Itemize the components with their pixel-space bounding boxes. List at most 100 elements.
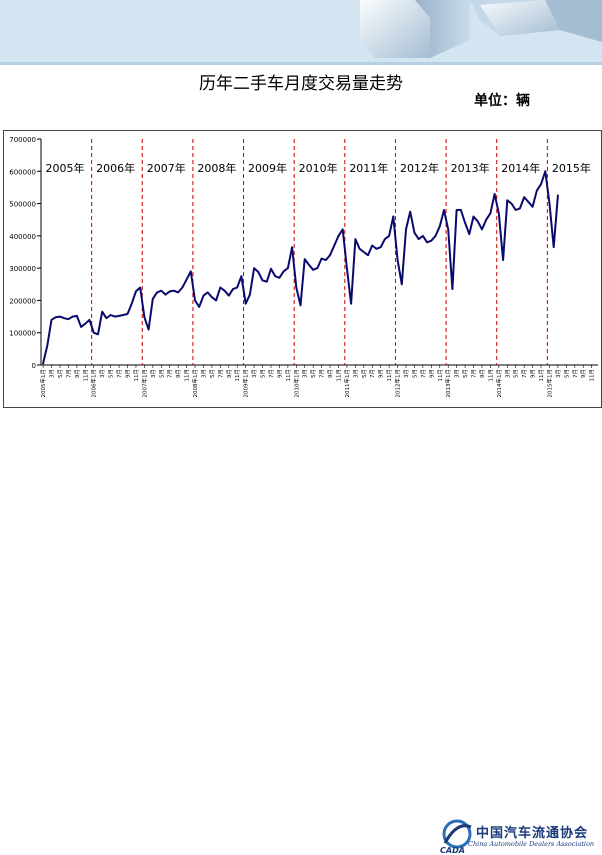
x-tick-label: 9月 — [428, 369, 435, 378]
data-point — [59, 315, 61, 318]
x-tick-label: 5月 — [411, 369, 418, 378]
data-point — [481, 228, 483, 230]
x-tick-label: 5月 — [57, 369, 64, 378]
x-tick-label: 2015年1月 — [545, 369, 553, 398]
banner-cubes-decoration — [0, 0, 602, 65]
data-point — [388, 235, 390, 237]
data-point — [215, 299, 217, 302]
data-point — [531, 206, 534, 208]
y-tick-label: 500000 — [9, 201, 36, 209]
x-tick-label: 7月 — [217, 369, 224, 378]
data-point — [198, 306, 200, 308]
data-point — [63, 317, 65, 319]
data-point — [228, 294, 230, 297]
x-tick-label: 3月 — [200, 369, 207, 378]
x-tick-label: 7月 — [65, 369, 72, 378]
data-point — [304, 258, 306, 260]
data-point — [261, 279, 264, 282]
data-point — [413, 232, 416, 234]
year-label: 2015年 — [552, 161, 591, 175]
x-tick-label: 9月 — [226, 369, 233, 378]
data-point — [287, 267, 289, 269]
x-tick-label: 11月 — [234, 369, 241, 382]
data-point — [173, 290, 175, 292]
x-tick-label: 5月 — [209, 369, 216, 378]
x-tick-label: 5月 — [563, 369, 570, 378]
data-point — [401, 283, 403, 285]
year-label: 2007年 — [147, 161, 186, 175]
data-point — [194, 299, 196, 302]
data-point — [181, 286, 183, 289]
data-point — [363, 251, 365, 253]
data-point — [185, 278, 188, 281]
data-point — [342, 228, 344, 230]
data-point — [110, 314, 112, 316]
data-point — [447, 228, 449, 230]
data-point — [88, 319, 91, 321]
year-label: 2009年 — [248, 161, 287, 175]
data-point — [93, 332, 95, 334]
data-point — [308, 264, 310, 266]
x-tick-label: 3月 — [150, 369, 157, 378]
x-tick-label: 2013年1月 — [444, 369, 452, 398]
data-point — [232, 288, 234, 290]
x-tick-label: 2009年1月 — [242, 369, 250, 398]
data-point — [139, 286, 141, 289]
data-point — [67, 318, 70, 320]
x-tick-label: 11月 — [589, 369, 596, 382]
data-point — [418, 238, 420, 240]
data-point — [219, 286, 221, 289]
x-tick-label: 7月 — [369, 369, 376, 378]
x-tick-label: 7月 — [167, 369, 174, 378]
x-tick-label: 7月 — [420, 369, 427, 378]
data-point — [439, 225, 441, 227]
x-tick-label: 5月 — [158, 369, 165, 378]
data-point — [405, 228, 407, 230]
x-tick-label: 2006年1月 — [90, 369, 98, 398]
data-point — [523, 196, 525, 198]
data-point — [544, 170, 546, 172]
x-tick-label: 11月 — [335, 369, 342, 382]
data-point — [346, 267, 348, 269]
data-point — [426, 241, 428, 243]
x-tick-label: 3月 — [302, 369, 309, 378]
data-point — [443, 209, 445, 211]
year-label: 2010年 — [299, 161, 338, 175]
year-label: 2008年 — [197, 161, 236, 175]
data-point — [371, 244, 373, 247]
data-point — [464, 222, 466, 224]
data-point — [515, 209, 517, 211]
x-tick-label: 9月 — [74, 369, 81, 378]
x-tick-label: 5月 — [513, 369, 520, 378]
header-banner — [0, 0, 602, 65]
x-tick-label: 9月 — [327, 369, 334, 378]
data-point — [299, 304, 302, 306]
x-tick-label: 9月 — [530, 369, 537, 378]
x-tick-label: 7月 — [116, 369, 123, 378]
data-point — [468, 233, 470, 235]
data-point — [548, 202, 551, 205]
data-point — [105, 317, 108, 319]
x-tick-label: 11月 — [386, 369, 393, 382]
y-tick-label: 200000 — [9, 297, 36, 305]
data-point — [202, 294, 205, 297]
data-point — [527, 201, 529, 203]
data-point — [460, 209, 462, 211]
data-point — [55, 316, 57, 318]
association-name-en: China Automobile Dealers Association — [468, 840, 595, 848]
x-tick-label: 2012年1月 — [394, 369, 402, 398]
data-point — [97, 333, 99, 335]
x-tick-label: 7月 — [268, 369, 275, 378]
data-point — [350, 303, 352, 305]
x-tick-label: 3月 — [403, 369, 410, 378]
data-point — [329, 254, 331, 256]
x-tick-label: 7月 — [521, 369, 528, 378]
x-tick-label: 5月 — [310, 369, 317, 378]
data-point — [384, 238, 386, 240]
x-tick-label: 5月 — [462, 369, 469, 378]
series-line — [42, 170, 559, 365]
y-tick-label: 300000 — [9, 265, 36, 273]
x-tick-label: 2005年1月 — [39, 369, 47, 398]
data-point — [557, 194, 559, 197]
data-point — [456, 209, 458, 211]
